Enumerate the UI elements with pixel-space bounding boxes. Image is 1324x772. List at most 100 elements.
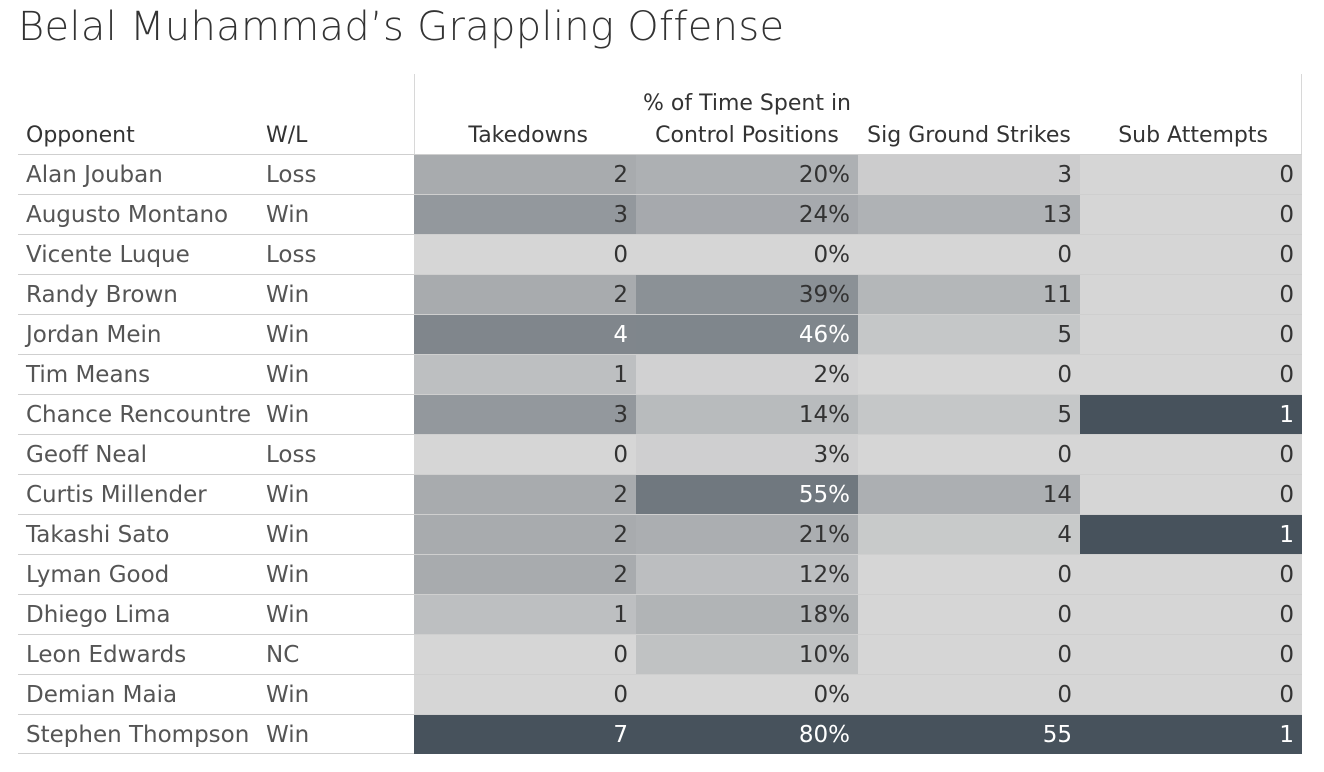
table-body: Alan Jouban Loss 2 20% 3 0 Augusto Montano Win 3… — [18, 154, 1302, 754]
wl-cell: Win — [266, 282, 310, 308]
wl-cell: Win — [266, 602, 310, 628]
sub-attempts-cell: 1 — [1080, 395, 1302, 434]
control-pct-cell: 24% — [636, 195, 858, 234]
header-ground-strikes[interactable]: Sig Ground Strikes — [867, 123, 1071, 148]
takedowns-cell: 3 — [414, 195, 636, 234]
wl-cell: Win — [266, 562, 310, 588]
takedowns-cell: 7 — [414, 715, 636, 754]
control-pct-cell: 0% — [636, 675, 858, 714]
ground-strikes-cell: 55 — [858, 715, 1080, 754]
sub-attempts-cell: 0 — [1080, 475, 1302, 514]
table-row: Chance Rencountre Win 3 14% 5 1 — [18, 394, 1302, 434]
sub-attempts-cell: 1 — [1080, 715, 1302, 754]
control-pct-cell: 0% — [636, 235, 858, 274]
sub-attempts-cell: 0 — [1080, 275, 1302, 314]
table-row: Dhiego Lima Win 1 18% 0 0 — [18, 594, 1302, 634]
ground-strikes-cell: 0 — [858, 235, 1080, 274]
takedowns-cell: 2 — [414, 275, 636, 314]
control-pct-cell: 55% — [636, 475, 858, 514]
control-pct-cell: 39% — [636, 275, 858, 314]
ground-strikes-cell: 0 — [858, 595, 1080, 634]
opponent-cell: Demian Maia — [26, 682, 178, 708]
header-wl[interactable]: W/L — [266, 123, 308, 148]
control-pct-cell: 2% — [636, 355, 858, 394]
sub-attempts-cell: 0 — [1080, 675, 1302, 714]
opponent-cell: Alan Jouban — [26, 162, 163, 188]
opponent-cell: Curtis Millender — [26, 482, 207, 508]
header-sub-attempts[interactable]: Sub Attempts — [1118, 123, 1268, 148]
wl-cell: Win — [266, 682, 310, 708]
takedowns-cell: 2 — [414, 515, 636, 554]
stats-table: Opponent W/L Takedowns % of Time Spent i… — [18, 74, 1302, 754]
takedowns-cell: 3 — [414, 395, 636, 434]
ground-strikes-cell: 11 — [858, 275, 1080, 314]
header-opponent[interactable]: Opponent — [26, 123, 135, 148]
table-row: Randy Brown Win 2 39% 11 0 — [18, 274, 1302, 314]
wl-cell: Loss — [266, 162, 317, 188]
takedowns-cell: 1 — [414, 355, 636, 394]
takedowns-cell: 2 — [414, 475, 636, 514]
wl-cell: Loss — [266, 442, 317, 468]
control-pct-cell: 14% — [636, 395, 858, 434]
sub-attempts-cell: 1 — [1080, 515, 1302, 554]
sub-attempts-cell: 0 — [1080, 155, 1302, 194]
sub-attempts-cell: 0 — [1080, 435, 1302, 474]
opponent-cell: Geoff Neal — [26, 442, 148, 468]
wl-cell: Win — [266, 722, 310, 748]
header-control-line1: % of Time Spent in — [642, 91, 851, 116]
wl-cell: Win — [266, 482, 310, 508]
sub-attempts-cell: 0 — [1080, 635, 1302, 674]
table-row: Stephen Thompson Win 7 80% 55 1 — [18, 714, 1302, 754]
ground-strikes-cell: 0 — [858, 435, 1080, 474]
wl-cell: Win — [266, 522, 310, 548]
table-row: Lyman Good Win 2 12% 0 0 — [18, 554, 1302, 594]
takedowns-cell: 2 — [414, 155, 636, 194]
sub-attempts-cell: 0 — [1080, 315, 1302, 354]
ground-strikes-cell: 0 — [858, 355, 1080, 394]
ground-strikes-cell: 5 — [858, 395, 1080, 434]
wl-cell: Win — [266, 202, 310, 228]
control-pct-cell: 80% — [636, 715, 858, 754]
ground-strikes-cell: 14 — [858, 475, 1080, 514]
table-row: Takashi Sato Win 2 21% 4 1 — [18, 514, 1302, 554]
control-pct-cell: 21% — [636, 515, 858, 554]
control-pct-cell: 20% — [636, 155, 858, 194]
opponent-cell: Dhiego Lima — [26, 602, 171, 628]
sub-attempts-cell: 0 — [1080, 595, 1302, 634]
ground-strikes-cell: 4 — [858, 515, 1080, 554]
opponent-cell: Jordan Mein — [26, 322, 162, 348]
opponent-cell: Chance Rencountre — [26, 402, 252, 428]
table-row: Vicente Luque Loss 0 0% 0 0 — [18, 234, 1302, 274]
opponent-cell: Takashi Sato — [26, 522, 170, 548]
control-pct-cell: 12% — [636, 555, 858, 594]
wl-cell: Win — [266, 322, 310, 348]
sub-attempts-cell: 0 — [1080, 355, 1302, 394]
table-row: Alan Jouban Loss 2 20% 3 0 — [18, 154, 1302, 194]
wl-cell: Win — [266, 362, 310, 388]
takedowns-cell: 4 — [414, 315, 636, 354]
sub-attempts-cell: 0 — [1080, 195, 1302, 234]
page-title: Belal Muhammad’s Grappling Offense — [18, 4, 785, 50]
header-control[interactable]: % of Time Spent in Control Positions — [636, 88, 858, 152]
table-row: Curtis Millender Win 2 55% 14 0 — [18, 474, 1302, 514]
table-header: Opponent W/L Takedowns % of Time Spent i… — [18, 74, 1302, 154]
table-row: Demian Maia Win 0 0% 0 0 — [18, 674, 1302, 714]
table-row: Leon Edwards NC 0 10% 0 0 — [18, 634, 1302, 674]
control-pct-cell: 3% — [636, 435, 858, 474]
table-row: Augusto Montano Win 3 24% 13 0 — [18, 194, 1302, 234]
table-row: Tim Means Win 1 2% 0 0 — [18, 354, 1302, 394]
header-control-line2: Control Positions — [655, 123, 839, 148]
table-row: Jordan Mein Win 4 46% 5 0 — [18, 314, 1302, 354]
ground-strikes-cell: 0 — [858, 555, 1080, 594]
ground-strikes-cell: 0 — [858, 675, 1080, 714]
ground-strikes-cell: 13 — [858, 195, 1080, 234]
wl-cell: Win — [266, 402, 310, 428]
ground-strikes-cell: 0 — [858, 635, 1080, 674]
sub-attempts-cell: 0 — [1080, 555, 1302, 594]
takedowns-cell: 0 — [414, 635, 636, 674]
opponent-cell: Lyman Good — [26, 562, 170, 588]
ground-strikes-cell: 5 — [858, 315, 1080, 354]
opponent-cell: Stephen Thompson — [26, 722, 250, 748]
header-takedowns[interactable]: Takedowns — [468, 123, 588, 148]
control-pct-cell: 18% — [636, 595, 858, 634]
